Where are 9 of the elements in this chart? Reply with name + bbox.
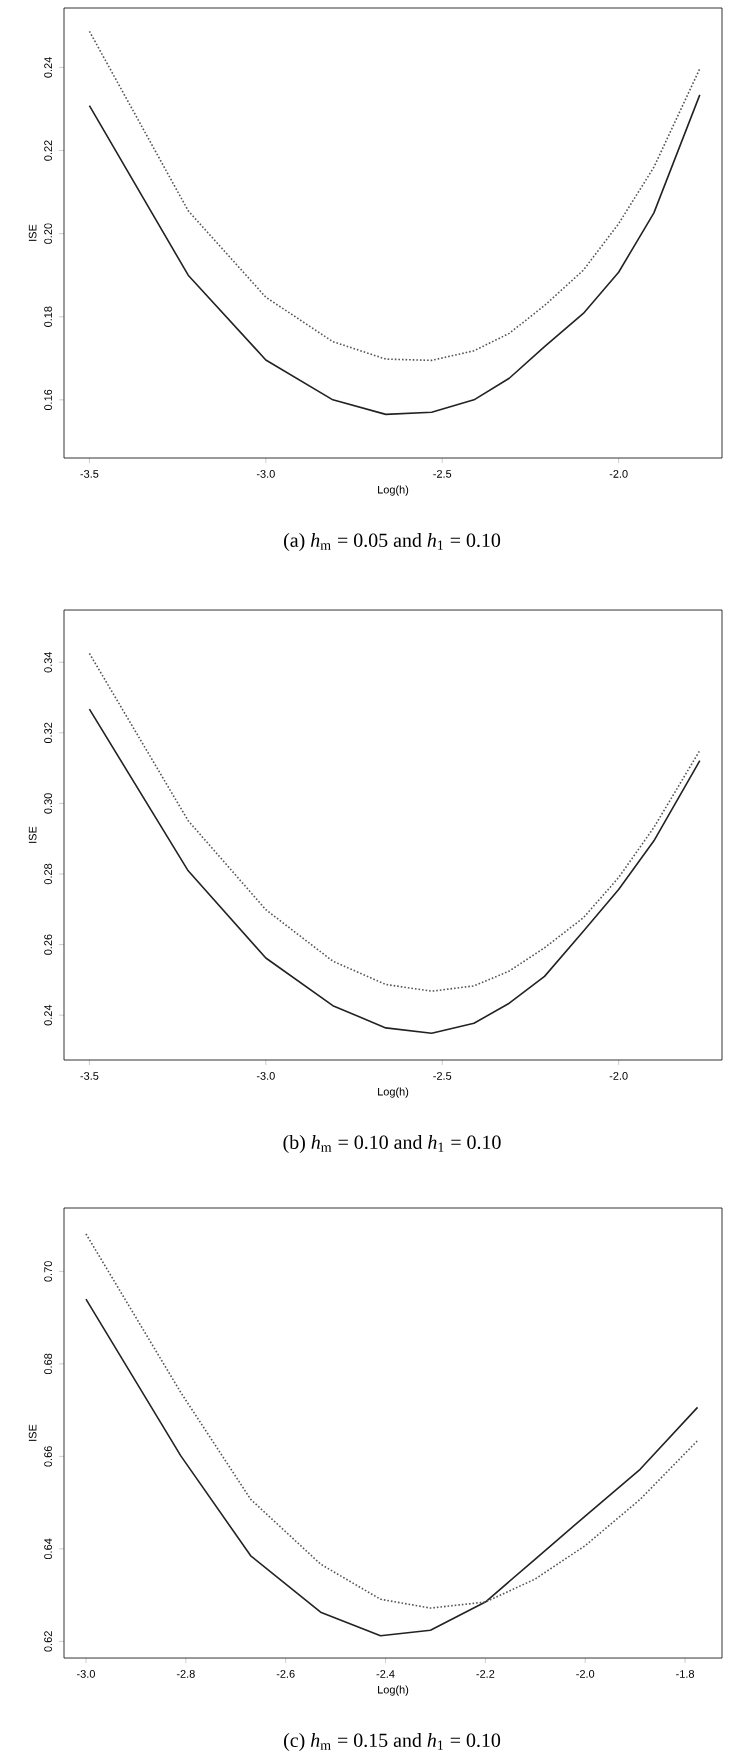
text: (a) h$_{m}$ = 0.05 and h$_{1}$ = 0.10 — [284, 532, 501, 552]
line-series — [85, 1298, 699, 1637]
line-series — [85, 1233, 699, 1609]
line-series — [88, 708, 701, 1034]
line-series — [88, 94, 701, 416]
text: (b) h$_{m}$ = 0.10 and h$_{1}$ = 0.10 — [283, 1134, 501, 1154]
text: (c) h$_{m}$ = 0.15 and h$_{1}$ = 0.10 — [284, 1732, 501, 1752]
line-series — [88, 30, 701, 362]
line-series — [88, 652, 701, 992]
